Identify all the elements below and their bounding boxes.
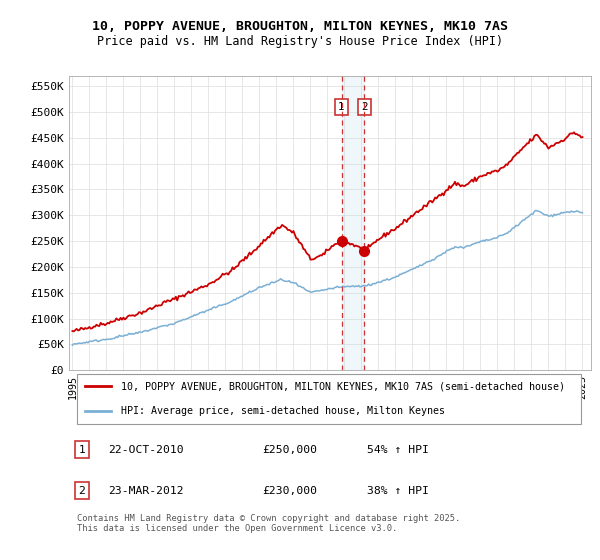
- Text: 2: 2: [361, 101, 368, 111]
- Text: Contains HM Land Registry data © Crown copyright and database right 2025.
This d: Contains HM Land Registry data © Crown c…: [77, 514, 460, 533]
- Text: £230,000: £230,000: [262, 486, 317, 496]
- Text: HPI: Average price, semi-detached house, Milton Keynes: HPI: Average price, semi-detached house,…: [121, 406, 445, 416]
- Text: £250,000: £250,000: [262, 445, 317, 455]
- Text: 1: 1: [79, 445, 85, 455]
- Text: 1: 1: [338, 101, 345, 111]
- Text: 2: 2: [79, 486, 85, 496]
- Text: 10, POPPY AVENUE, BROUGHTON, MILTON KEYNES, MK10 7AS: 10, POPPY AVENUE, BROUGHTON, MILTON KEYN…: [92, 20, 508, 34]
- Text: 22-OCT-2010: 22-OCT-2010: [108, 445, 184, 455]
- Text: 38% ↑ HPI: 38% ↑ HPI: [367, 486, 428, 496]
- Text: Price paid vs. HM Land Registry's House Price Index (HPI): Price paid vs. HM Land Registry's House …: [97, 35, 503, 49]
- Bar: [341, 76, 364, 370]
- FancyBboxPatch shape: [77, 374, 581, 423]
- Text: 23-MAR-2012: 23-MAR-2012: [108, 486, 184, 496]
- Text: 10, POPPY AVENUE, BROUGHTON, MILTON KEYNES, MK10 7AS (semi-detached house): 10, POPPY AVENUE, BROUGHTON, MILTON KEYN…: [121, 381, 565, 391]
- Text: 54% ↑ HPI: 54% ↑ HPI: [367, 445, 428, 455]
